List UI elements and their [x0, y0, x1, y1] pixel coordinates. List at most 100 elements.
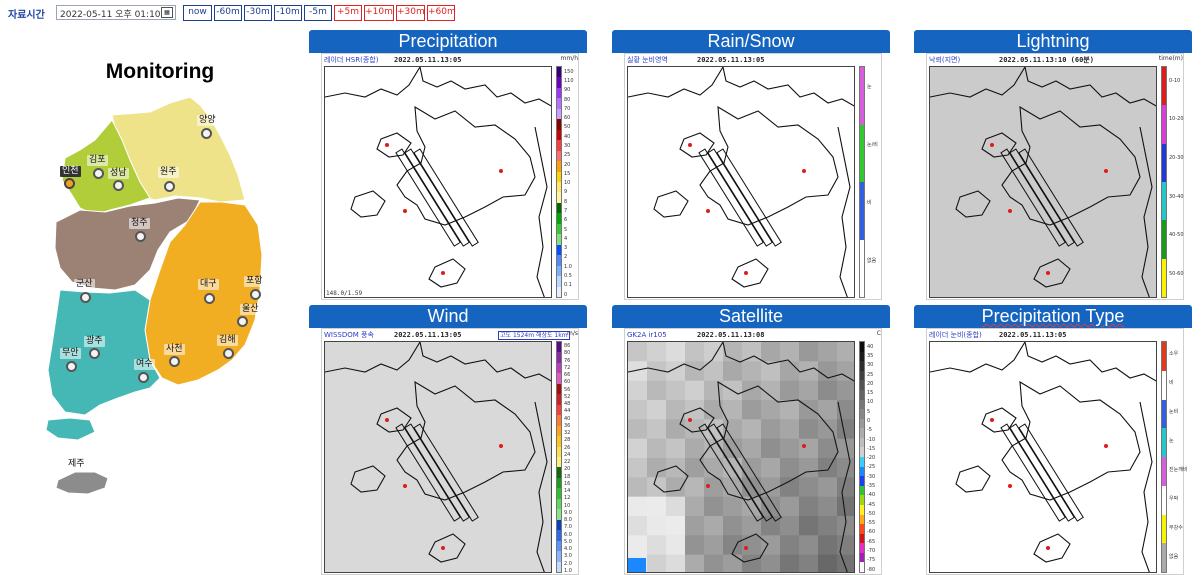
- now-button[interactable]: now: [183, 5, 212, 21]
- colorbar-segment: [557, 436, 561, 447]
- timestamp: 2022.05.11.13:08: [697, 331, 765, 339]
- colorbar-label: 0.1: [564, 282, 572, 289]
- panel-title-satellite: Satellite: [612, 305, 890, 328]
- gwangju-marker[interactable]: [89, 348, 100, 359]
- satellite-cell: [647, 496, 667, 517]
- coastline-3: [376, 132, 412, 158]
- colorbar-label: 4: [564, 235, 568, 242]
- coastline-6: [1033, 258, 1071, 288]
- satellite-plot[interactable]: [627, 341, 855, 573]
- satellite-cell: [742, 496, 762, 517]
- panel-lightning[interactable]: Lightning 낙뢰(지면) 2022.05.11.13:10 (60분) …: [914, 30, 1192, 300]
- region-northwest[interactable]: [61, 119, 151, 216]
- runway-outline: [716, 423, 782, 522]
- plot-footer: 148.0/1.59: [326, 290, 363, 297]
- satellite-cell: [761, 438, 781, 459]
- satellite-cell: [761, 496, 781, 517]
- satellite-cell: [666, 380, 686, 401]
- colorbar-label: 3: [564, 245, 568, 252]
- satellite-cell: [685, 419, 705, 440]
- gunsan-marker[interactable]: [80, 292, 91, 303]
- precipitation-type-plot[interactable]: [929, 341, 1157, 573]
- cheongju-marker[interactable]: [135, 231, 146, 242]
- daegu-marker[interactable]: [204, 293, 215, 304]
- panel-rain-snow[interactable]: Rain/Snow 실황 눈비영역 2022.05.11.13:05 눈 눈/비 비…: [612, 30, 890, 300]
- colorbar-segment: [860, 342, 864, 353]
- pohang-marker[interactable]: [250, 289, 261, 300]
- colorbar-label: 60: [564, 379, 571, 386]
- satellite-cell: [723, 419, 743, 440]
- colorbar-label: 0-10: [1169, 77, 1181, 84]
- unit-label: C: [876, 330, 881, 337]
- satellite-cell: [837, 361, 854, 382]
- ulsan-marker[interactable]: [237, 316, 248, 327]
- yangyang-marker[interactable]: [201, 128, 212, 139]
- colorbar-label: 7.0: [564, 524, 572, 531]
- incheon-marker[interactable]: [64, 178, 75, 189]
- wonju-marker[interactable]: [164, 181, 175, 192]
- lightning-plot[interactable]: [929, 66, 1157, 298]
- satellite-cell: [837, 438, 854, 459]
- satellite-cell: [799, 380, 819, 401]
- station-dot-3: [744, 271, 748, 275]
- satellite-cell: [647, 554, 667, 572]
- rain-snow-plot[interactable]: [627, 66, 855, 298]
- colorbar-label: 56: [564, 386, 571, 393]
- plus-30m-button[interactable]: +30m: [396, 5, 425, 21]
- colorbar-segment: [1162, 399, 1166, 429]
- colorbar-label: 26: [564, 444, 571, 451]
- minus-10m-button[interactable]: -10m: [274, 5, 302, 21]
- panel-precipitation-type[interactable]: Precipitation Type 레이더 눈비(종합) 2022.05.11…: [914, 305, 1192, 575]
- satellite-cell: [780, 361, 800, 382]
- coastline-1: [930, 342, 1026, 373]
- plus-60m-button[interactable]: +60m: [427, 5, 456, 21]
- panel-wind[interactable]: Wind WISSDOM 풍속 2022.05.11.13:05 고도 1524…: [309, 305, 587, 575]
- muan-marker[interactable]: [66, 361, 77, 372]
- colorbar-segment: [557, 446, 561, 458]
- colorbar-segment: [557, 202, 561, 214]
- plus-5m-button[interactable]: +5m: [334, 5, 362, 21]
- panel-satellite[interactable]: Satellite GK2A ir105 2022.05.11.13:08 C …: [612, 305, 890, 575]
- colorbar-segment: [557, 171, 561, 183]
- calendar-icon[interactable]: ▦: [161, 7, 173, 18]
- colorbar-segment: [557, 373, 561, 385]
- colorbar-segment: [860, 351, 864, 362]
- sacheon-marker[interactable]: [169, 356, 180, 367]
- colorbar-segment: [557, 150, 561, 162]
- region-central[interactable]: [54, 197, 201, 291]
- coastline-0: [419, 342, 551, 382]
- satellite-cell: [761, 342, 781, 363]
- gimpo-marker[interactable]: [93, 168, 104, 179]
- minus-30m-button[interactable]: -30m: [244, 5, 272, 21]
- coastline-4: [653, 190, 689, 218]
- precipitation-plot[interactable]: [324, 66, 552, 298]
- satellite-cell: [666, 477, 686, 498]
- colorbar-label: 40: [867, 343, 874, 350]
- satellite-cell: [704, 554, 724, 572]
- runway-outline: [716, 148, 782, 247]
- minus-5m-button[interactable]: -5m: [304, 5, 332, 21]
- satellite-cell: [780, 477, 800, 498]
- coastline-4: [653, 465, 689, 493]
- station-dot-2: [802, 444, 806, 448]
- runway-outline: [404, 148, 470, 247]
- coastline-3: [981, 132, 1017, 158]
- region-southwest[interactable]: [47, 289, 161, 416]
- minus-60m-button[interactable]: -60m: [214, 5, 242, 21]
- coastline-1: [628, 67, 724, 98]
- colorbar-segment: [860, 562, 864, 573]
- colorbar-strip: [556, 341, 562, 573]
- datetime-input[interactable]: 2022-05-11 오후 01:10: [56, 5, 176, 20]
- satellite-cell: [780, 419, 800, 440]
- satellite-cell: [685, 477, 705, 498]
- gimhae-marker[interactable]: [223, 348, 234, 359]
- plus-10m-button[interactable]: +10m: [364, 5, 394, 21]
- region-jeju[interactable]: [55, 471, 109, 495]
- wind-plot[interactable]: [324, 341, 552, 573]
- seongnam-marker[interactable]: [113, 180, 124, 191]
- runway-outline: [1009, 148, 1075, 247]
- coastline-4: [350, 190, 386, 218]
- satellite-cell: [780, 438, 800, 459]
- panel-precipitation[interactable]: Precipitation 레이더 HSR(종합) 2022.05.11.13:…: [309, 30, 587, 300]
- yeosu-marker[interactable]: [138, 372, 149, 383]
